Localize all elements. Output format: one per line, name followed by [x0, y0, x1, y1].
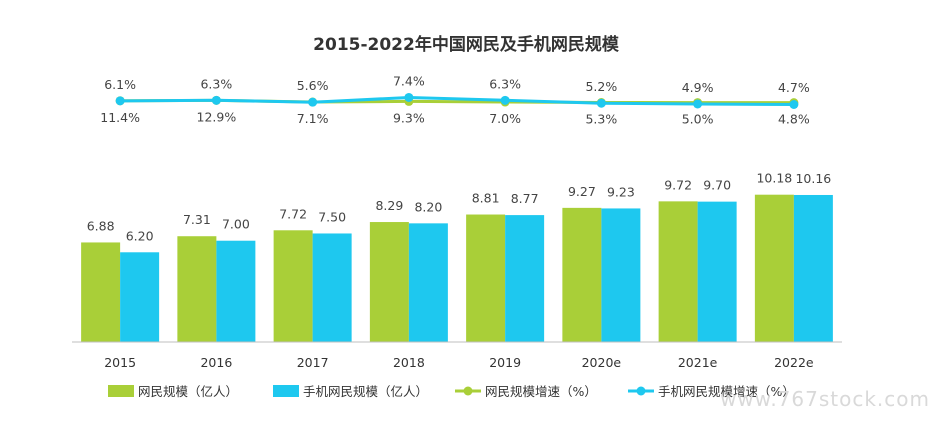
line-value-label: 7.1%: [297, 111, 329, 126]
bar-mobile-2021e: [697, 201, 737, 342]
legend-label: 手机网民规模（亿人）: [303, 384, 428, 399]
line-value-label: 4.7%: [778, 80, 810, 95]
bar-value-label: 9.23: [607, 184, 635, 199]
line-point: [308, 97, 318, 107]
legend-label: 网民规模（亿人）: [138, 384, 238, 399]
bar-value-label: 7.72: [279, 206, 307, 221]
legend-swatch: [108, 385, 134, 397]
bar-value-label: 6.88: [87, 218, 115, 233]
bar-mobile-2016: [216, 240, 256, 342]
bar-mobile-2017: [312, 233, 352, 342]
bar-netizen-2019: [466, 214, 506, 342]
bar-netizen-2016: [177, 236, 217, 342]
line-value-label: 4.9%: [682, 80, 714, 95]
bar-mobile-2022e: [793, 194, 833, 342]
line-point: [211, 95, 221, 105]
watermark: www.767stock.com: [720, 387, 930, 411]
x-tick-label: 2016: [200, 355, 232, 370]
x-tick-label: 2018: [393, 355, 425, 370]
chart-title: 2015-2022年中国网民及手机网民规模: [313, 34, 620, 55]
x-tick-label: 2022e: [774, 355, 814, 370]
bar-mobile-2020e: [601, 208, 641, 342]
line-value-label: 6.1%: [104, 77, 136, 92]
line-point: [693, 99, 703, 109]
bar-netizen-2022e: [754, 194, 794, 342]
bar-netizen-2015: [81, 242, 121, 342]
legend: 网民规模（亿人） 手机网民规模（亿人） 网民规模增速（%） 手机网民规模增速（%）: [108, 384, 795, 399]
line-value-label: 7.4%: [393, 73, 425, 88]
line-value-label: 5.6%: [297, 78, 329, 93]
line-value-label: 5.3%: [585, 112, 617, 127]
line-point: [596, 98, 606, 108]
bar-value-label: 10.16: [795, 171, 831, 186]
x-tick-label: 2021e: [678, 355, 718, 370]
line-mobile-growth: [120, 95, 794, 106]
legend-swatch: [273, 385, 299, 397]
bar-value-label: 10.18: [756, 171, 792, 186]
line-value-label: 9.3%: [393, 110, 425, 125]
x-tick-label: 2017: [297, 355, 329, 370]
bar-value-label: 9.70: [703, 178, 731, 193]
x-tick-label: 2020e: [582, 355, 622, 370]
bar-value-label: 9.72: [664, 177, 692, 192]
bar-value-label: 8.20: [414, 199, 442, 214]
line-point: [789, 100, 799, 109]
bar-group: 6.88 6.20 7.31 7.00 7.72 7.50 8.29 8.20 8.81 8.77…: [81, 171, 833, 342]
legend-label: 手机网民规模增速（%）: [658, 384, 795, 399]
x-tick-label: 2015: [104, 355, 136, 370]
bar-mobile-2015: [120, 252, 160, 342]
bar-value-label: 7.00: [222, 217, 250, 232]
bar-value-label: 8.81: [472, 191, 500, 206]
bar-value-label: 7.31: [183, 212, 211, 227]
bar-value-label: 8.29: [375, 198, 403, 213]
legend-swatch-marker: [463, 386, 473, 396]
line-value-label: 5.2%: [585, 79, 617, 94]
bar-netizen-2020e: [562, 207, 602, 342]
bar-value-label: 7.50: [318, 209, 346, 224]
growth-lines: 11.4% 12.9% 7.1% 9.3% 7.0% 5.3% 5.0% 4.8% 6.1% 6.…: [100, 73, 810, 126]
bar-mobile-2019: [505, 215, 545, 342]
x-tick-labels: 2015 2016 2017 2018 2019 2020e 2021e 2022e: [104, 355, 814, 370]
line-value-label: 6.3%: [200, 76, 232, 91]
line-value-label: 12.9%: [197, 109, 237, 124]
line-value-label: 5.0%: [682, 112, 714, 127]
x-tick-label: 2019: [489, 355, 521, 370]
line-value-label: 4.8%: [778, 112, 810, 127]
bar-netizen-2018: [369, 222, 409, 342]
line-value-label: 11.4%: [100, 110, 140, 125]
line-value-label: 6.3%: [489, 76, 521, 91]
bar-netizen-2021e: [658, 201, 698, 342]
bar-value-label: 9.27: [568, 184, 596, 199]
bar-mobile-2018: [408, 223, 448, 342]
legend-label: 网民规模增速（%）: [485, 384, 597, 399]
legend-swatch-marker: [636, 386, 646, 396]
line-point: [404, 92, 414, 102]
bar-value-label: 6.20: [126, 228, 154, 243]
line-point: [500, 95, 510, 105]
bar-netizen-2017: [273, 230, 313, 342]
bar-value-label: 8.77: [511, 191, 539, 206]
line-value-label: 7.0%: [489, 111, 521, 126]
line-point: [115, 96, 125, 106]
